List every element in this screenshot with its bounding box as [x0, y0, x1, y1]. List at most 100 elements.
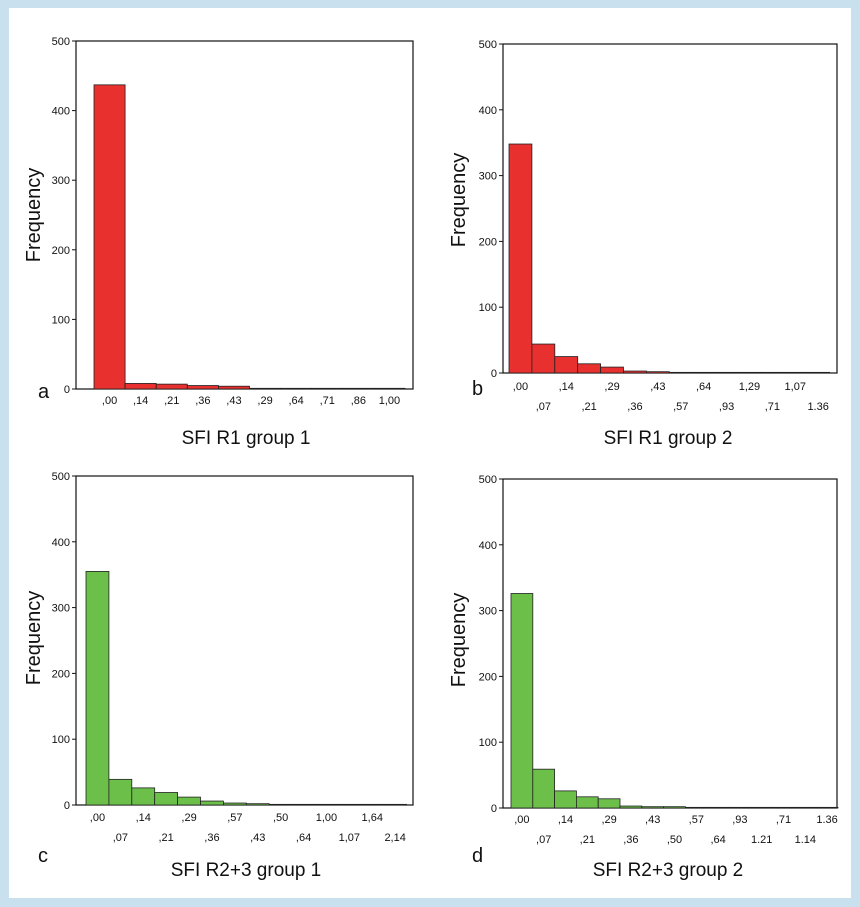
bar-8 — [663, 806, 686, 809]
bar-1 — [508, 143, 533, 374]
bar-4 — [154, 792, 178, 806]
x-tick-label: ,36 — [195, 395, 210, 407]
y-axis-label: Frequency — [448, 153, 470, 248]
x-tick-label: ,71 — [320, 395, 335, 407]
x-tick-label: ,14 — [559, 381, 574, 393]
bar-6 — [623, 370, 647, 374]
bar-11 — [737, 371, 762, 374]
x-tick-label: ,64 — [696, 381, 711, 393]
bar-6 — [249, 387, 282, 390]
x-tick-label: ,14 — [133, 395, 148, 407]
bar-9 — [268, 803, 293, 806]
bar-5 — [217, 385, 250, 390]
x-tick-label: ,29 — [181, 812, 196, 824]
bar-1 — [93, 84, 126, 390]
x-tick-label: ,29 — [601, 814, 616, 826]
bar-1 — [85, 571, 110, 806]
y-tick-label: 400 — [52, 106, 70, 118]
x-tick-label: ,29 — [257, 395, 272, 407]
bar-4 — [576, 796, 599, 809]
bar-9 — [685, 806, 708, 809]
bar-6 — [619, 805, 643, 809]
y-tick-label: 100 — [479, 737, 497, 749]
bar-10 — [706, 806, 730, 809]
panel-letter: c — [38, 845, 48, 867]
y-axis-label: Frequency — [23, 591, 45, 686]
x-tick-label: ,00 — [102, 395, 117, 407]
bar-14 — [806, 371, 831, 374]
panel-letter: b — [472, 378, 483, 400]
x-tick-label: ,00 — [513, 381, 528, 393]
x-tick-label: ,43 — [250, 832, 265, 844]
y-tick-label: 500 — [479, 39, 497, 51]
plot-area — [75, 475, 414, 806]
bar-3 — [554, 356, 579, 374]
y-tick-label: 0 — [491, 368, 497, 380]
bar-11 — [728, 806, 752, 809]
x-tick-label: ,50 — [667, 834, 682, 846]
bar-13 — [360, 803, 385, 806]
y-axis-label: Frequency — [448, 593, 470, 688]
bar-12 — [760, 371, 785, 374]
plot-area — [75, 40, 414, 390]
y-tick-label: 400 — [479, 105, 497, 117]
x-tick-label: ,43 — [645, 814, 660, 826]
bar-14 — [794, 806, 817, 809]
panel-letter: d — [472, 845, 483, 867]
y-tick-label: 200 — [479, 236, 497, 248]
bar-8 — [245, 803, 270, 806]
bar-7 — [641, 806, 664, 809]
x-tick-label: ,50 — [273, 812, 288, 824]
x-tick-label: ,43 — [226, 395, 241, 407]
y-axis-label: Frequency — [23, 168, 45, 263]
y-tick-label: 200 — [479, 671, 497, 683]
x-tick-label: 1.21 — [751, 834, 772, 846]
y-tick-label: 200 — [52, 668, 70, 680]
bar-10 — [373, 387, 406, 390]
bar-10 — [714, 371, 739, 374]
x-tick-label: 1,64 — [362, 812, 383, 824]
bar-4 — [186, 385, 219, 390]
x-tick-label: ,71 — [765, 401, 780, 413]
bar-15 — [815, 806, 839, 809]
x-tick-label: ,57 — [227, 812, 242, 824]
y-tick-label: 300 — [52, 175, 70, 187]
x-tick-label: ,57 — [673, 401, 688, 413]
x-tick-label: ,00 — [514, 814, 529, 826]
y-tick-label: 100 — [52, 734, 70, 746]
x-tick-label: 1,29 — [739, 381, 760, 393]
y-tick-label: 0 — [491, 803, 497, 815]
x-tick-label: ,36 — [204, 832, 219, 844]
bar-10 — [291, 803, 316, 806]
bar-5 — [177, 796, 201, 806]
x-tick-label: ,07 — [536, 401, 551, 413]
bar-8 — [668, 371, 693, 374]
bar-2 — [531, 343, 556, 374]
y-tick-label: 300 — [479, 606, 497, 618]
y-tick-label: 500 — [52, 36, 70, 48]
bar-2 — [532, 768, 555, 809]
x-tick-label: ,21 — [582, 401, 597, 413]
bar-12 — [750, 806, 773, 809]
x-tick-label: ,07 — [536, 834, 551, 846]
bar-8 — [311, 387, 344, 390]
bar-2 — [124, 383, 157, 390]
panel-c: 0 100 200 300 400 500 ,00 ,07 ,14 ,21 ,29 ,36 ,57 ,43… — [23, 471, 414, 881]
panel-d: 0 100 200 300 400 500 ,00 ,07 ,14 ,21 ,29 ,36 ,43 ,50… — [448, 474, 839, 881]
y-tick-label: 300 — [52, 603, 70, 615]
x-tick-label: ,36 — [623, 834, 638, 846]
x-tick-label: ,93 — [719, 401, 734, 413]
x-tick-label: ,57 — [689, 814, 704, 826]
bar-3 — [155, 383, 188, 390]
bar-7 — [280, 387, 313, 390]
x-tick-label: 1,07 — [339, 832, 360, 844]
y-tick-label: 100 — [52, 314, 70, 326]
x-tick-label: ,64 — [289, 395, 304, 407]
x-tick-label: ,71 — [776, 814, 791, 826]
bar-14 — [383, 803, 408, 806]
panel-a: 0 100 200 300 400 500 ,00 ,14 ,21 ,36 ,43 ,29 ,64 ,71… — [23, 36, 414, 449]
x-tick-label: ,64 — [296, 832, 311, 844]
x-tick-label: ,93 — [732, 814, 747, 826]
x-tick-label: 1.36 — [807, 401, 828, 413]
plot-area — [502, 478, 838, 809]
